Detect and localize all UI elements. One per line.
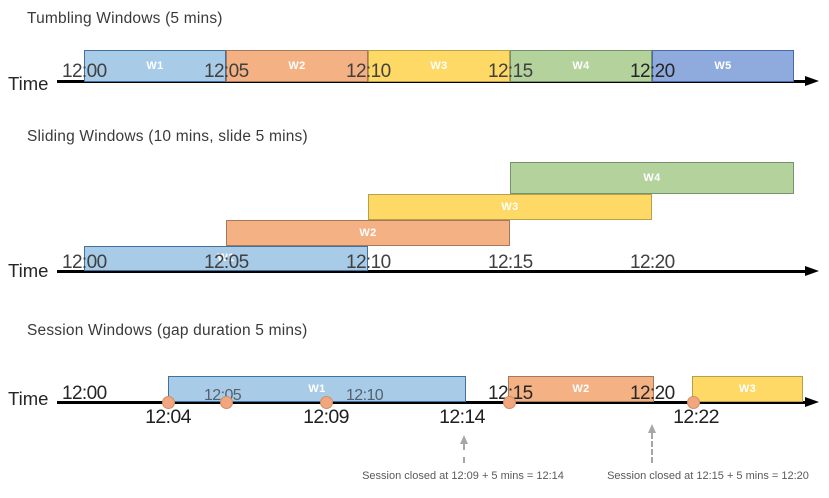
window-label: W1: [146, 59, 164, 72]
sliding-section-title: Sliding Windows (10 mins, slide 5 mins): [27, 128, 308, 145]
sliding-tick: 12:05: [204, 252, 249, 273]
tumbling-window-w2: W2: [226, 50, 368, 82]
session-close-annotation: Session closed at 12:15 + 5 mins = 12:20: [607, 470, 809, 482]
tumbling-tick: 12:00: [62, 61, 107, 82]
sliding-window-w2: W2: [226, 219, 510, 246]
sliding-time-axis: [57, 270, 806, 273]
sliding-window-w4: W4: [510, 162, 794, 194]
sliding-tick: 12:00: [62, 252, 107, 273]
window-label: W1: [217, 252, 235, 264]
tumbling-time-axis-label: Time: [8, 73, 49, 94]
session-tick: 12:00: [62, 383, 107, 404]
session-close-arrow-icon: [459, 435, 468, 444]
window-label: W3: [738, 382, 757, 395]
window-label: W3: [430, 59, 448, 72]
tumbling-tick: 12:10: [346, 61, 391, 82]
window-label: W2: [572, 382, 590, 395]
session-close-arrow-stem: [463, 444, 465, 463]
window-label: W5: [714, 59, 732, 72]
session-time-axis-label: Time: [8, 388, 49, 409]
window-label: W3: [501, 200, 519, 213]
tumbling-tick: 12:05: [204, 61, 249, 82]
session-close-arrow-icon: [647, 424, 656, 433]
session-tick: 12:15: [488, 383, 533, 404]
event-time-label: 12:14: [439, 406, 485, 428]
event-dot: [686, 396, 700, 409]
sliding-window-w3: W3: [368, 193, 652, 220]
tumbling-section-title: Tumbling Windows (5 mins): [27, 10, 223, 27]
tumbling-window-w4: W4: [510, 50, 652, 82]
session-close-annotation: Session closed at 12:09 + 5 mins = 12:14: [362, 470, 564, 482]
tumbling-window-w1: W1: [84, 50, 226, 82]
session-window-w2: W2: [508, 376, 654, 402]
sliding-time-axis-label: Time: [8, 260, 49, 281]
event-dot: [319, 396, 333, 409]
session-axis-arrowhead-icon: [805, 396, 819, 407]
window-label: W4: [643, 171, 661, 184]
session-close-arrow-stem: [651, 433, 653, 463]
window-label: W2: [288, 59, 306, 72]
event-time-label: 12:22: [673, 406, 719, 428]
sliding-tick: 12:20: [630, 252, 675, 273]
event-dot: [219, 396, 233, 409]
session-section-title: Session Windows (gap duration 5 mins): [27, 322, 308, 339]
window-label: W4: [572, 59, 590, 72]
window-label: W1: [308, 382, 326, 395]
sliding-axis-arrowhead-icon: [805, 265, 819, 276]
session-window-w3: W3: [692, 376, 803, 402]
session-window-w1: W1: [168, 376, 466, 402]
event-time-label: 12:09: [303, 406, 349, 428]
window-label: W2: [359, 226, 377, 239]
sliding-tick: 12:10: [346, 252, 391, 273]
session-tick: 12:20: [630, 383, 675, 404]
event-dot: [161, 396, 175, 409]
sliding-tick: 12:15: [488, 252, 533, 273]
tumbling-tick: 12:15: [488, 61, 533, 82]
event-dot: [502, 396, 516, 409]
session-time-axis: [57, 401, 806, 404]
event-time-label: 12:04: [145, 406, 191, 428]
tumbling-window-w3: W3: [368, 50, 510, 82]
session-tick: 12:10: [346, 387, 384, 404]
tumbling-axis-arrowhead-icon: [805, 75, 819, 86]
sliding-window-w1: W1: [84, 245, 368, 271]
tumbling-tick: 12:20: [630, 61, 675, 82]
tumbling-window-w5: W5: [652, 50, 794, 82]
